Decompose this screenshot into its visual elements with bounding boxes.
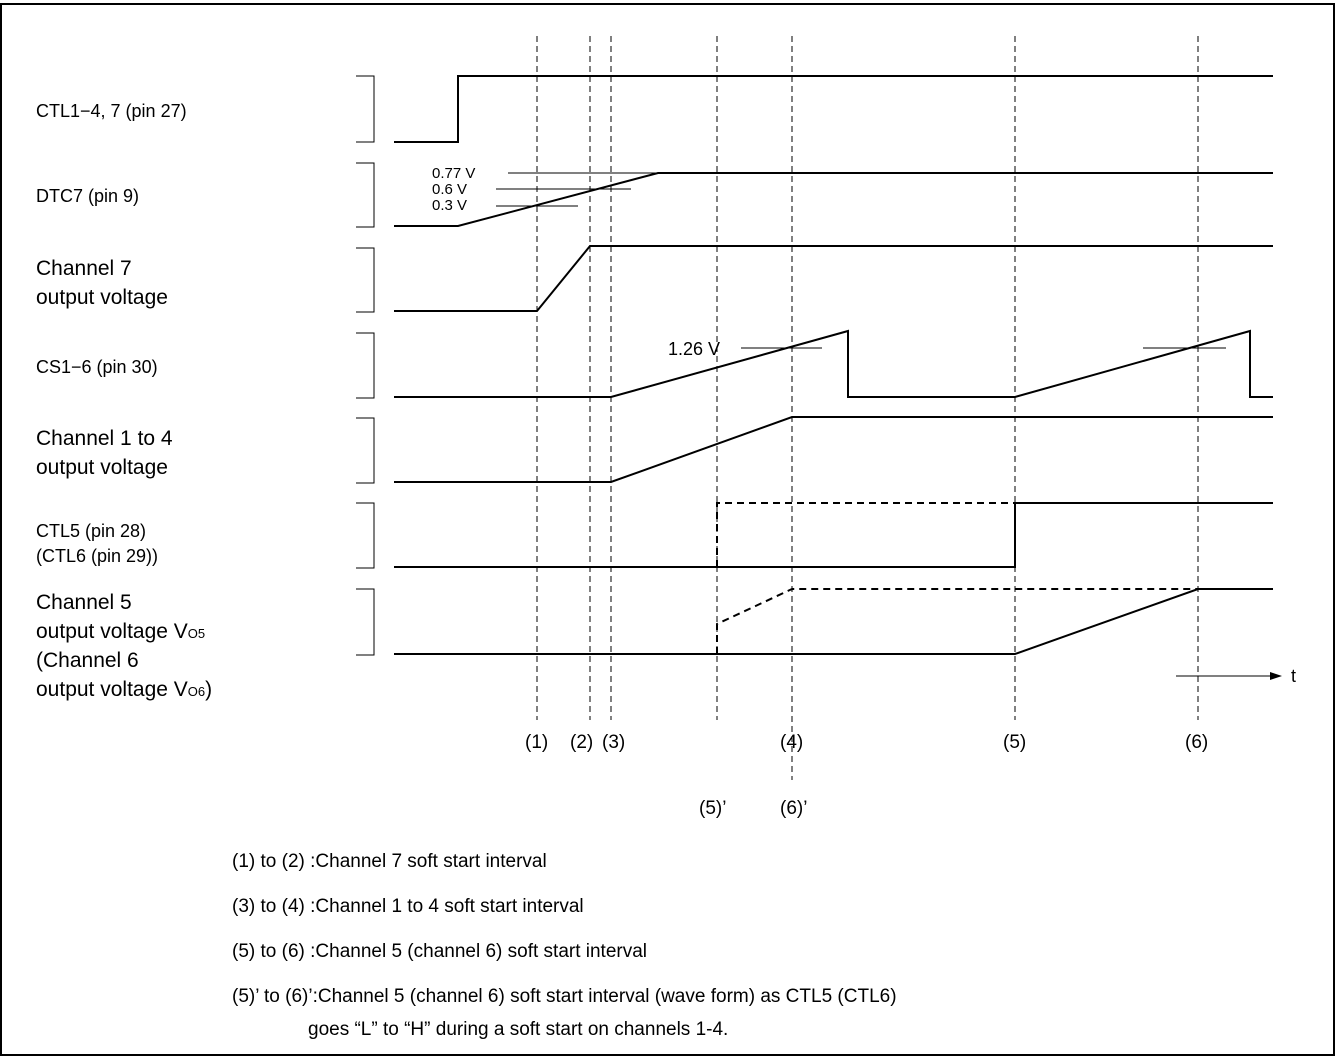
alt-waveforms xyxy=(716,502,1198,654)
time-arrow-head xyxy=(1270,672,1282,680)
label-cs16: CS1−6 (pin 30) xyxy=(36,357,158,377)
label-ch6-sub: O6 xyxy=(188,684,205,699)
frame-border xyxy=(0,3,1335,1056)
annot-06v: 0.6 V xyxy=(432,181,467,198)
marker-5: (5) xyxy=(1003,732,1026,753)
note-1: (1) to (2) :Channel 7 soft start interva… xyxy=(232,851,547,872)
label-ch5-sub: O5 xyxy=(188,626,205,641)
marker-1: (1) xyxy=(525,732,548,753)
label-ch5-line2: output voltage VO5 xyxy=(36,620,205,643)
label-ch7-line1: Channel 7 xyxy=(36,257,132,280)
wave-ctl5 xyxy=(394,502,1273,568)
label-ch5-line2-text: output voltage V xyxy=(36,620,188,643)
wave-ctl14-7 xyxy=(394,75,1273,143)
label-ch5-line4-close: ) xyxy=(205,678,212,701)
label-ch14-line1: Channel 1 to 4 xyxy=(36,427,173,450)
note-2: (3) to (4) :Channel 1 to 4 soft start in… xyxy=(232,896,584,917)
annot-126v: 1.26 V xyxy=(668,339,720,359)
label-ch5-line3: (Channel 6 xyxy=(36,649,139,672)
marker-2: (2) xyxy=(570,732,593,753)
wave-ch6-alt xyxy=(716,588,1198,654)
wave-ch7 xyxy=(394,245,1273,312)
label-ch5-line1: Channel 5 xyxy=(36,591,132,614)
marker-5p: (5)’ xyxy=(699,798,726,819)
row-brackets xyxy=(356,75,375,656)
annot-077v: 0.77 V xyxy=(432,165,475,182)
label-ch7-line2: output voltage xyxy=(36,286,168,309)
wave-cs16 xyxy=(394,329,1273,398)
label-ch14-line2: output voltage xyxy=(36,456,168,479)
marker-4: (4) xyxy=(780,732,803,753)
wave-ch5 xyxy=(394,588,1273,655)
note-4-cont: goes “L” to “H” during a soft start on c… xyxy=(308,1019,728,1040)
waveforms xyxy=(394,75,1273,655)
label-dtc7: DTC7 (pin 9) xyxy=(36,186,139,206)
label-ch5-line4-text: output voltage V xyxy=(36,678,188,701)
time-label: t xyxy=(1291,666,1296,686)
marker-6: (6) xyxy=(1185,732,1208,753)
label-ch5-line4: output voltage VO6) xyxy=(36,678,212,701)
note-3: (5) to (6) :Channel 5 (channel 6) soft s… xyxy=(232,941,647,962)
wave-ctl6-alt xyxy=(716,502,1015,567)
note-4: (5)’ to (6)’:Channel 5 (channel 6) soft … xyxy=(232,986,897,1007)
label-ctl5-line1: CTL5 (pin 28) xyxy=(36,521,146,541)
marker-lines xyxy=(536,36,1199,780)
label-ctl5-line2: (CTL6 (pin 29)) xyxy=(36,546,158,566)
marker-3: (3) xyxy=(602,732,625,753)
label-ctl14-7: CTL1−4, 7 (pin 27) xyxy=(36,101,187,121)
annot-03v: 0.3 V xyxy=(432,197,467,214)
voltage-ref-lines xyxy=(496,172,1226,349)
marker-6p: (6)’ xyxy=(780,798,807,819)
wave-ch14 xyxy=(394,416,1273,483)
wave-dtc7 xyxy=(394,172,1273,227)
